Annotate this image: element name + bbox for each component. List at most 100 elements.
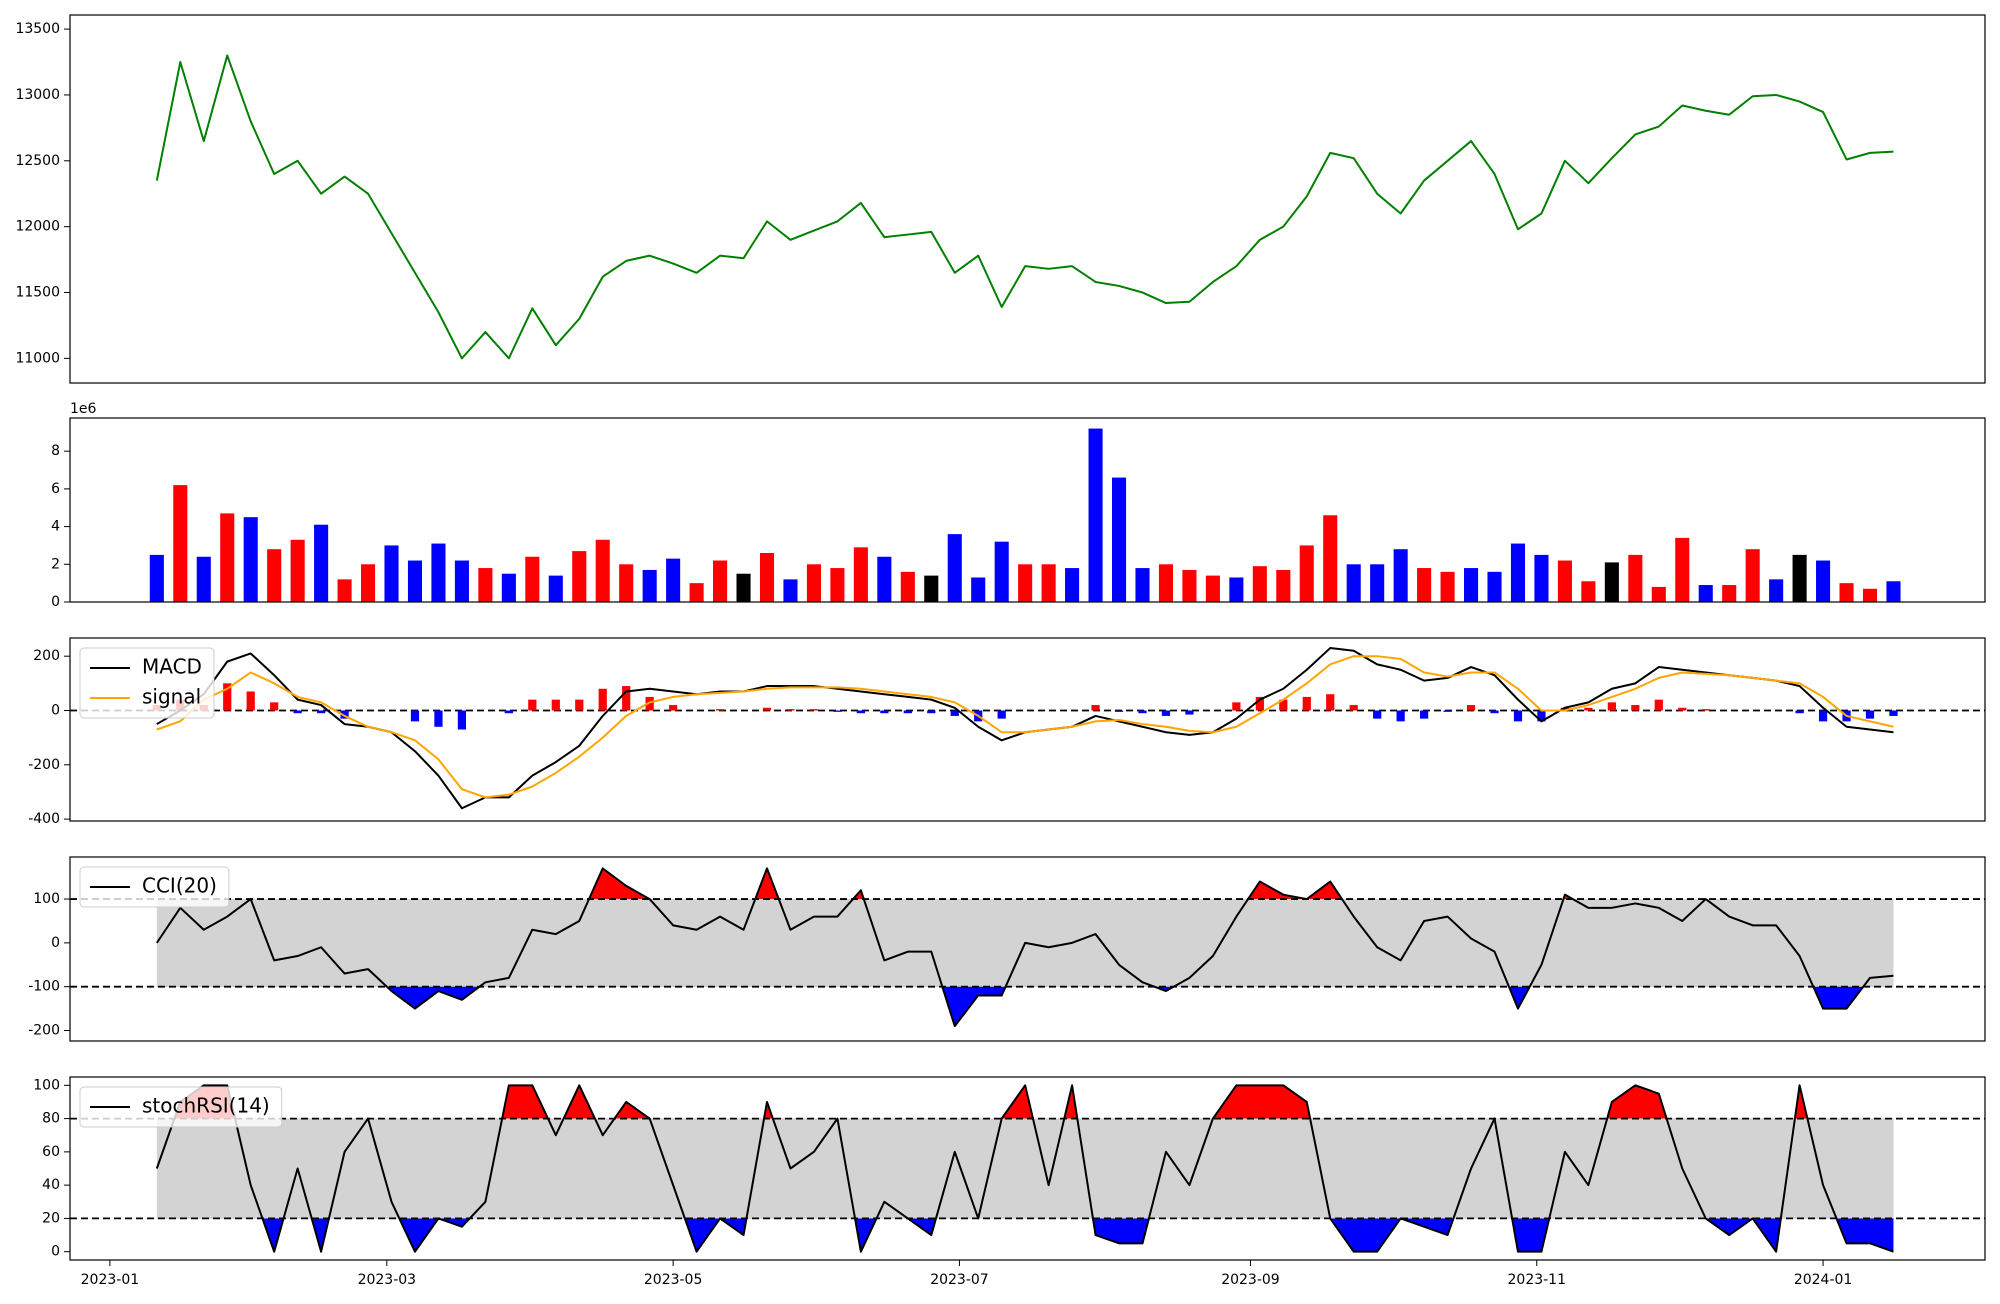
volume-bar [267, 549, 282, 602]
axes-frame [69, 14, 1986, 384]
volume-bar [595, 539, 610, 602]
axes-frame [69, 417, 1986, 603]
volume-bar [1651, 586, 1666, 602]
histogram-bar [528, 699, 537, 711]
y-tick-label: 12500 [15, 153, 60, 169]
y-tick-label: 11000 [15, 350, 60, 366]
histogram-bar [762, 707, 772, 711]
line [155, 867, 1894, 1028]
line [155, 54, 1894, 360]
volume-bar [713, 560, 728, 602]
volume-bar [407, 560, 423, 602]
volume-bar [1041, 564, 1056, 602]
volume-bar [619, 564, 634, 602]
volume-bar [1065, 568, 1080, 602]
histogram-bar [1114, 710, 1124, 712]
histogram-bar [809, 709, 819, 711]
legend-box [79, 647, 215, 719]
volume-bar [1675, 537, 1690, 602]
volume-bar [736, 573, 751, 602]
histogram-bar [223, 683, 232, 711]
volume-bar [1862, 588, 1878, 602]
volume-bar [1323, 515, 1338, 602]
y-tick-label: 40 [42, 1177, 60, 1193]
x-tick-label: 2023-01 [81, 1272, 140, 1288]
histogram-bar [1443, 710, 1452, 712]
volume-bar [1135, 568, 1150, 602]
histogram-bar [551, 699, 560, 711]
histogram-bar [1537, 710, 1546, 722]
volume-bar [853, 547, 868, 602]
x-tick-label: 2023-11 [1508, 1272, 1567, 1288]
histogram-bar [880, 710, 889, 714]
y-tick-label: 12000 [15, 219, 60, 235]
histogram-bar [1255, 696, 1264, 711]
histogram-bar [833, 710, 842, 712]
volume-bar [924, 575, 939, 602]
histogram-bar [1091, 705, 1100, 711]
volume-bar [1839, 583, 1854, 602]
y-tick-label: 13000 [15, 87, 60, 103]
volume-bar [525, 556, 540, 602]
histogram-bar [293, 710, 302, 714]
volume-bar [642, 569, 657, 602]
histogram-bar [1326, 694, 1335, 711]
y-tick-label: 0 [51, 1244, 60, 1260]
volume-bar [1182, 569, 1197, 602]
volume-bar [384, 545, 399, 602]
volume-bar [830, 568, 845, 602]
histogram-bar [1185, 710, 1194, 715]
volume-bar [314, 524, 329, 602]
volume-bar [1581, 581, 1596, 602]
volume-bar [1557, 560, 1572, 602]
y-tick-label: 6 [51, 481, 60, 497]
histogram-bar [950, 710, 959, 716]
line [156, 655, 1894, 799]
volume-bar [1252, 566, 1267, 602]
histogram-bar [317, 710, 326, 714]
y-tick-label: 100 [33, 1077, 60, 1093]
legend: stochRSI(14) [79, 1086, 283, 1128]
histogram-bar [1818, 710, 1828, 722]
histogram-bar [622, 686, 631, 711]
legend: MACD signal [79, 647, 215, 719]
volume-bar [1229, 577, 1244, 602]
histogram-bar [1373, 710, 1382, 719]
histogram-bar [340, 710, 349, 719]
volume-bar [173, 485, 188, 602]
volume-bar [1205, 575, 1220, 602]
panel [70, 867, 1985, 1028]
volume-bar [1816, 560, 1831, 602]
histogram-bar [1466, 705, 1476, 711]
volume-bar [478, 568, 493, 602]
x-tick-label: 2024-01 [1794, 1272, 1853, 1288]
histogram-bar [1302, 696, 1311, 711]
volume-bar [454, 560, 469, 602]
volume-bar [196, 556, 211, 602]
histogram-bar [1490, 710, 1499, 714]
volume-bar [1088, 428, 1103, 602]
legend-box [79, 866, 230, 908]
y-tick-label: 2 [51, 556, 60, 572]
y-tick-label: 13500 [15, 21, 60, 37]
panel [70, 647, 1985, 810]
x-tick-label: 2023-05 [644, 1272, 703, 1288]
histogram-bar [786, 709, 795, 711]
volume-bar [806, 564, 821, 602]
y-tick-label: 60 [42, 1144, 60, 1160]
histogram-bar [1795, 710, 1804, 714]
histogram-bar [457, 710, 467, 730]
histogram-bar [1678, 707, 1687, 711]
y-tick-label: 0 [51, 935, 60, 951]
histogram-bar [1865, 710, 1875, 719]
volume-bar [1111, 477, 1127, 602]
histogram-bar [1232, 702, 1241, 711]
histogram-bar [1279, 699, 1288, 711]
histogram-bar [1396, 710, 1405, 722]
y-tick-label: 80 [42, 1111, 60, 1127]
histogram-bar [575, 699, 584, 711]
histogram-bar [1161, 710, 1171, 716]
histogram-bar [410, 710, 420, 722]
legend-label: signal [142, 685, 201, 709]
